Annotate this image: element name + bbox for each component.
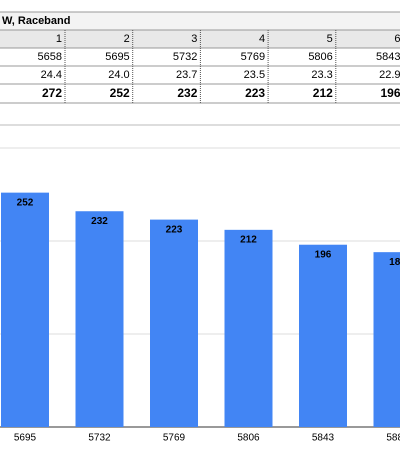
bar [373,252,400,427]
chart: 0100200300252569523257322235769212580619… [0,147,400,444]
table-cell: 5658 [38,51,62,63]
bar [150,219,198,427]
x-tick-label: 5732 [88,433,111,444]
bar-label: 212 [240,234,257,245]
table-cell: 196 [380,86,400,100]
table-cell: 23.3 [311,69,332,81]
bar-label: 223 [166,224,183,235]
bar [1,192,49,427]
header-cell: 2 [124,33,130,45]
table-title: W, Raceband [2,15,70,27]
header-cell: 3 [191,33,197,45]
table-cell: 24.0 [108,69,129,81]
table-cell: 5843 [376,51,400,63]
header-cell: 1 [56,33,62,45]
x-tick-label: 5695 [14,433,37,444]
title-row [0,12,400,30]
table-cell: 22.9 [379,69,400,81]
table-cell: 5806 [308,51,332,63]
bar [75,211,124,427]
header-cell: 6 [394,33,400,45]
bar-label: 232 [91,216,108,227]
header-cell: 5 [327,33,333,45]
bar-label: 188 [389,257,400,268]
table-cell: 272 [42,86,62,100]
bar [299,244,347,427]
table-cell: 252 [110,86,130,100]
table-cell: 5769 [241,51,265,63]
table-cell: 232 [177,86,197,100]
x-tick-label: 5769 [163,433,186,444]
table-cell: 23.5 [244,69,265,81]
x-tick-label: 5843 [312,433,335,444]
table: 1 2 3 4 5 6 5658 5695 5732 5769 5806 5843 24.4 24.0 23… [38,30,400,103]
x-tick-label: 5806 [237,433,260,444]
table-cell: 23.7 [176,69,197,81]
bar [224,229,273,427]
bar-label: 196 [315,249,332,260]
table-cell: 5732 [173,51,197,63]
table-cell: 223 [245,86,265,100]
x-tick-label: 5880 [386,433,400,444]
table-cell: 24.4 [41,69,62,81]
table-cell: 212 [313,86,333,100]
table-cell: 5695 [105,51,129,63]
header-cell: 4 [259,33,265,45]
bar-label: 252 [17,197,34,208]
